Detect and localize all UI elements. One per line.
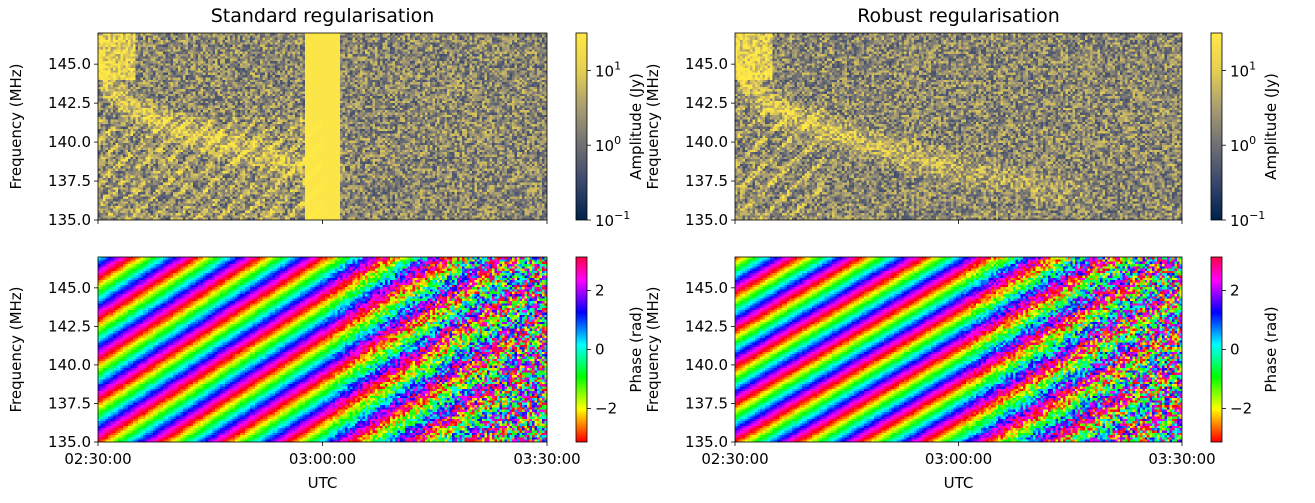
heatmap-image: [735, 33, 1182, 220]
y-tick-label: 137.5: [685, 394, 728, 412]
colorbar-tick-label: −2: [1230, 399, 1252, 417]
colorbar-frame: [1210, 32, 1223, 221]
y-axis-label: Frequency (MHz): [7, 63, 25, 189]
y-tick-label: 145.0: [685, 55, 728, 73]
colorbar-tick-label: 10−1: [595, 209, 630, 230]
phase-colorbar: [1211, 257, 1222, 442]
y-tick-label: 140.0: [48, 133, 91, 151]
heatmap-image: [735, 257, 1182, 442]
x-tick-label: 03:30:00: [513, 450, 580, 468]
colorbar-tick-label: 2: [1230, 282, 1240, 300]
colorbar-label: Phase (rad): [1262, 306, 1280, 392]
amplitude-colorbar: [576, 33, 587, 220]
y-axis-label: Frequency (MHz): [7, 286, 25, 412]
y-tick-label: 142.5: [685, 94, 728, 112]
colorbar-label: Amplitude (Jy): [1262, 73, 1280, 180]
phase-colorbar: [576, 257, 587, 442]
colorbar-tick-label: 10−1: [1230, 209, 1265, 230]
x-tick-label: 02:30:00: [701, 450, 768, 468]
y-tick-label: 140.0: [685, 356, 728, 374]
x-tick-label: 03:00:00: [289, 450, 356, 468]
y-tick-label: 142.5: [48, 317, 91, 335]
x-tick-label: 03:30:00: [1148, 450, 1215, 468]
colorbar-tick-label: −2: [595, 399, 617, 417]
y-tick-label: 137.5: [48, 394, 91, 412]
y-tick-label: 145.0: [48, 55, 91, 73]
amplitude-colorbar: [1211, 33, 1222, 220]
y-tick-label: 145.0: [685, 279, 728, 297]
y-axis-label: Frequency (MHz): [644, 63, 662, 189]
colorbar-tick-label: 0: [595, 341, 605, 359]
x-axis-label: UTC: [308, 474, 338, 492]
panel-title: Robust regularisation: [857, 5, 1060, 27]
y-tick-label: 137.5: [48, 172, 91, 190]
y-tick-label: 140.0: [685, 133, 728, 151]
colorbar-tick-label: 100: [1230, 134, 1256, 155]
heatmap-image: [98, 257, 547, 442]
y-tick-label: 145.0: [48, 279, 91, 297]
colorbar-label: Amplitude (Jy): [627, 73, 645, 180]
colorbar-frame: [575, 32, 588, 221]
colorbar-tick-label: 101: [1230, 59, 1256, 80]
y-axis-label: Frequency (MHz): [644, 286, 662, 412]
y-tick-label: 140.0: [48, 356, 91, 374]
y-tick-label: 135.0: [685, 433, 728, 451]
colorbar-tick-label: 100: [595, 134, 621, 155]
y-tick-label: 142.5: [48, 94, 91, 112]
colorbar-tick-label: 0: [1230, 341, 1240, 359]
heatmap-image: [98, 33, 547, 220]
y-tick-label: 135.0: [48, 211, 91, 229]
y-tick-label: 135.0: [48, 433, 91, 451]
y-tick-label: 137.5: [685, 172, 728, 190]
panel-title: Standard regularisation: [211, 5, 435, 27]
colorbar-tick-label: 2: [595, 282, 605, 300]
x-tick-label: 02:30:00: [64, 450, 131, 468]
colorbar-label: Phase (rad): [627, 306, 645, 392]
colorbar-tick-label: 101: [595, 59, 621, 80]
x-axis-label: UTC: [944, 474, 974, 492]
y-tick-label: 142.5: [685, 317, 728, 335]
y-tick-label: 135.0: [685, 211, 728, 229]
x-tick-label: 03:00:00: [925, 450, 992, 468]
